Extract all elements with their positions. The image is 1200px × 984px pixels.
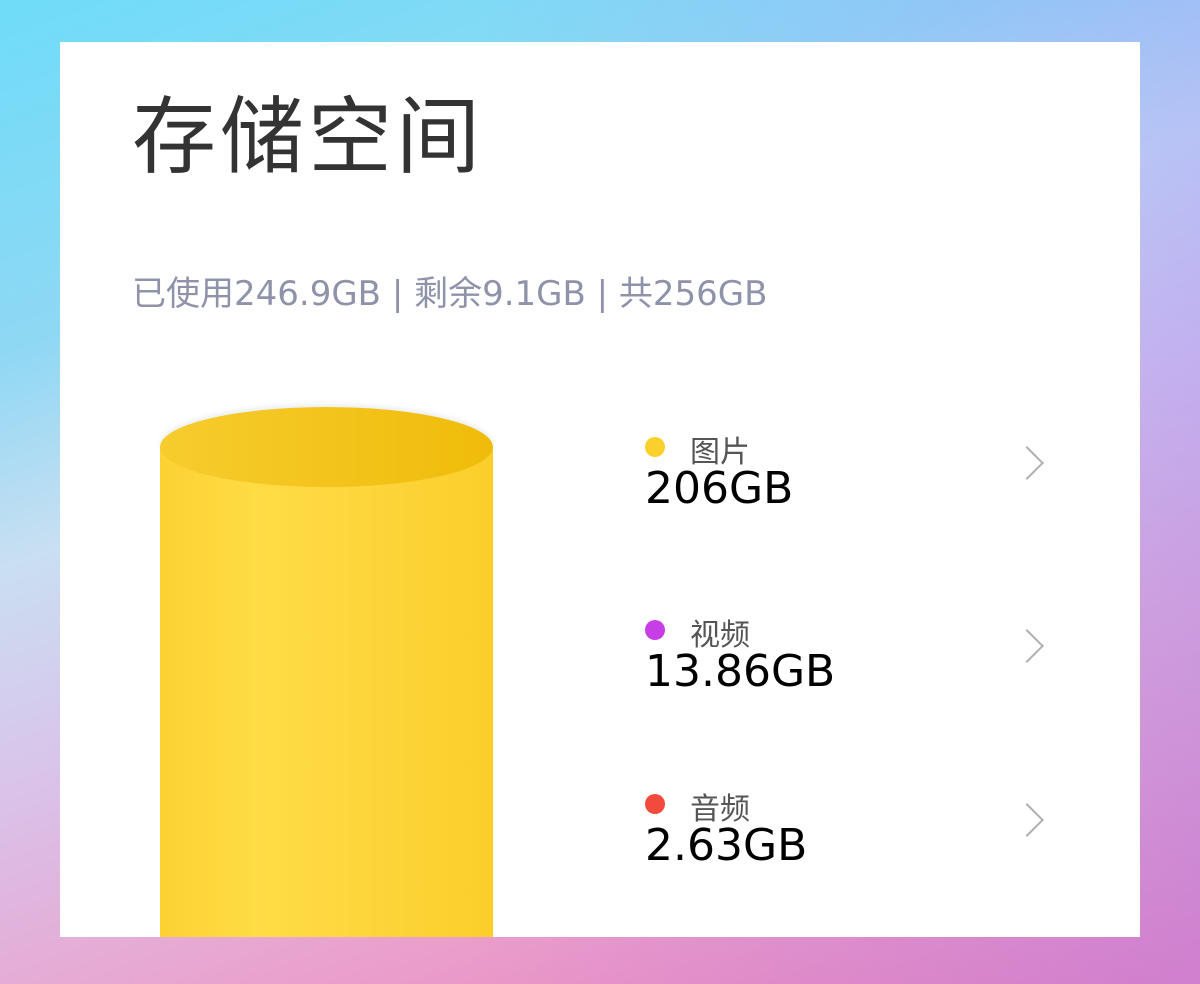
category-item-audio[interactable]: 音频 2.63GB (645, 784, 1065, 884)
legend-dot (645, 620, 665, 640)
legend-dot (645, 437, 665, 457)
category-item-images[interactable]: 图片 206GB (645, 427, 1065, 527)
cylinder-body (160, 447, 493, 937)
storage-card: 存储空间 已使用246.9GB | 剩余9.1GB | 共256GB 图片 20… (60, 42, 1140, 937)
storage-cylinder-chart (160, 407, 493, 937)
category-size: 13.86GB (645, 646, 836, 697)
category-size: 2.63GB (645, 820, 808, 871)
category-label: 图片 (690, 435, 750, 470)
chevron-right-icon[interactable] (1010, 446, 1044, 480)
chevron-right-icon[interactable] (1010, 803, 1044, 837)
category-label: 音频 (690, 792, 750, 827)
page-title: 存储空间 (132, 88, 485, 186)
category-item-videos[interactable]: 视频 13.86GB (645, 610, 1065, 710)
storage-summary: 已使用246.9GB | 剩余9.1GB | 共256GB (132, 274, 768, 314)
legend-dot (645, 794, 665, 814)
cylinder-top (160, 407, 493, 487)
category-label: 视频 (690, 618, 750, 653)
chevron-right-icon[interactable] (1010, 629, 1044, 663)
category-size: 206GB (645, 463, 794, 514)
